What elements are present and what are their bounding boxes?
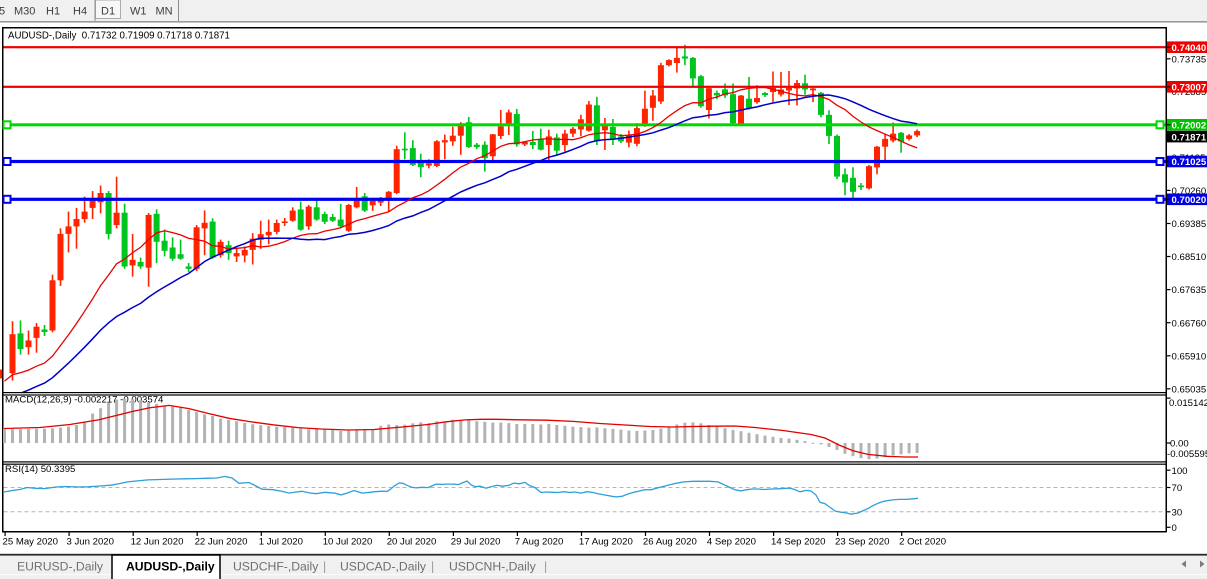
svg-text:H1: H1 <box>46 6 60 18</box>
svg-text:RSI(14) 50.3395: RSI(14) 50.3395 <box>5 464 75 475</box>
svg-text:AUDUSD-,Daily 0.71732 0.71909: AUDUSD-,Daily 0.71732 0.71909 0.71718 0.… <box>8 31 230 42</box>
svg-text:0.73735: 0.73735 <box>1172 54 1207 65</box>
svg-text:0.70260: 0.70260 <box>1172 186 1207 197</box>
svg-text:25 May 2020: 25 May 2020 <box>3 536 58 547</box>
svg-text:0.69385: 0.69385 <box>1172 219 1207 230</box>
svg-text:USDCAD-,Daily: USDCAD-,Daily <box>340 560 427 574</box>
svg-text:0.71025: 0.71025 <box>1172 157 1207 168</box>
svg-text:0: 0 <box>1172 523 1177 534</box>
svg-text:MACD(12,26,9) -0.002217 -0.003: MACD(12,26,9) -0.002217 -0.003574 <box>5 395 164 406</box>
svg-text:EURUSD-,Daily: EURUSD-,Daily <box>17 560 104 574</box>
svg-text:USDCNH-,Daily: USDCNH-,Daily <box>449 560 537 574</box>
svg-text:0.015142: 0.015142 <box>1169 398 1207 409</box>
svg-text:0.65035: 0.65035 <box>1172 384 1207 395</box>
svg-text:0.66760: 0.66760 <box>1172 318 1207 329</box>
svg-text:17 Aug 2020: 17 Aug 2020 <box>579 536 633 547</box>
svg-text:0.00: 0.00 <box>1170 439 1189 450</box>
svg-text:22 Jun 2020: 22 Jun 2020 <box>195 536 248 547</box>
svg-text:29 Jul 2020: 29 Jul 2020 <box>451 536 501 547</box>
svg-text:0.65910: 0.65910 <box>1172 351 1207 362</box>
svg-text:14 Sep 2020: 14 Sep 2020 <box>771 536 825 547</box>
svg-text:0.72002: 0.72002 <box>1172 121 1207 132</box>
svg-text:0.68510: 0.68510 <box>1172 252 1207 263</box>
svg-text:|: | <box>323 560 326 574</box>
svg-text:-0.005595: -0.005595 <box>1167 449 1207 460</box>
svg-text:W1: W1 <box>130 6 147 18</box>
svg-text:0.73007: 0.73007 <box>1172 83 1207 94</box>
svg-text:2 Oct 2020: 2 Oct 2020 <box>899 536 946 547</box>
svg-text:5: 5 <box>0 6 5 18</box>
svg-text:M30: M30 <box>14 6 35 18</box>
svg-text:100: 100 <box>1172 466 1188 477</box>
svg-text:70: 70 <box>1172 483 1183 494</box>
svg-text:0.70020: 0.70020 <box>1172 195 1207 206</box>
svg-text:30: 30 <box>1172 507 1183 518</box>
svg-text:AUDUSD-,Daily: AUDUSD-,Daily <box>126 560 215 574</box>
svg-text:0.71871: 0.71871 <box>1172 132 1207 143</box>
svg-text:|: | <box>431 560 434 574</box>
svg-text:MN: MN <box>156 6 173 18</box>
svg-text:10 Jul 2020: 10 Jul 2020 <box>323 536 373 547</box>
svg-text:H4: H4 <box>73 6 87 18</box>
svg-text:1 Jul 2020: 1 Jul 2020 <box>259 536 303 547</box>
svg-text:0.74040: 0.74040 <box>1172 43 1207 54</box>
svg-text:12 Jun 2020: 12 Jun 2020 <box>131 536 184 547</box>
svg-text:3 Jun 2020: 3 Jun 2020 <box>67 536 114 547</box>
svg-text:26 Aug 2020: 26 Aug 2020 <box>643 536 697 547</box>
svg-text:D1: D1 <box>101 6 115 18</box>
svg-text:7 Aug 2020: 7 Aug 2020 <box>515 536 564 547</box>
svg-text:4 Sep 2020: 4 Sep 2020 <box>707 536 756 547</box>
svg-text:0.67635: 0.67635 <box>1172 285 1207 296</box>
svg-text:USDCHF-,Daily: USDCHF-,Daily <box>233 560 319 574</box>
svg-text:23 Sep 2020: 23 Sep 2020 <box>835 536 889 547</box>
svg-text:20 Jul 2020: 20 Jul 2020 <box>387 536 437 547</box>
svg-text:|: | <box>544 560 547 574</box>
